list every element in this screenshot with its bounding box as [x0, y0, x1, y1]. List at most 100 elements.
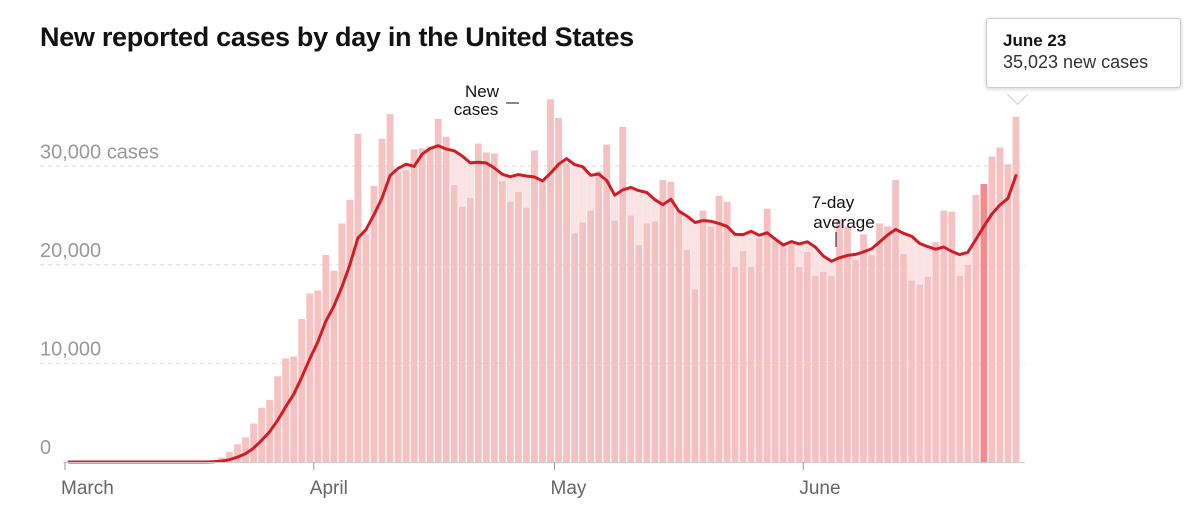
bar: [779, 243, 787, 462]
bar: [242, 437, 249, 462]
bar: [402, 170, 410, 462]
bar: [819, 271, 827, 462]
bar: [707, 226, 715, 462]
bar: [844, 226, 851, 462]
bar: [836, 219, 843, 462]
annotation-average-line1: 7-day: [812, 193, 855, 212]
bar: [908, 280, 916, 462]
annotation-average-line2: average: [813, 213, 874, 232]
bar: [306, 293, 314, 462]
bar: [739, 251, 747, 462]
bar: [755, 238, 763, 462]
bar: [442, 136, 450, 462]
average-band-segment: [642, 192, 651, 224]
bar: [956, 275, 964, 462]
bar: [579, 222, 587, 462]
bar: [747, 266, 755, 462]
bar: [418, 148, 426, 463]
bar: [659, 180, 667, 463]
average-band-segment: [578, 166, 587, 223]
average-band-segment: [747, 231, 756, 267]
annotation-new-cases-line1: New: [465, 82, 500, 101]
bar: [587, 210, 595, 462]
bar: [892, 180, 900, 463]
average-band-segment: [562, 158, 571, 164]
bar: [563, 163, 570, 463]
tooltip-value: 35,023 new cases: [1003, 52, 1149, 72]
average-band-segment: [899, 233, 908, 255]
average-band-segment: [361, 229, 370, 235]
average-band-segment: [634, 190, 643, 246]
bar: [916, 284, 924, 462]
bar: [868, 255, 875, 462]
bar: [571, 233, 579, 462]
bar: [386, 114, 394, 463]
annotation-new-cases-line2: cases: [454, 100, 498, 119]
bar: [876, 223, 883, 462]
bar: [611, 220, 619, 462]
bar: [635, 245, 643, 462]
average-line-series: [67, 144, 1018, 464]
x-axis: [63, 462, 1025, 470]
bar: [506, 201, 514, 462]
average-band-segment: [803, 241, 812, 253]
bar: [803, 252, 811, 462]
bar: [795, 266, 803, 462]
bar: [482, 152, 490, 462]
bar: [523, 207, 530, 462]
average-band-segment: [586, 175, 595, 211]
y-tick-label: 30,000 cases: [40, 141, 159, 163]
average-band-segment: [514, 174, 523, 192]
average-band-segment: [466, 162, 475, 198]
bar: [691, 289, 699, 462]
bar: [643, 223, 651, 462]
x-tick-label: June: [799, 478, 840, 499]
average-band-segment: [682, 216, 691, 251]
bar: [996, 147, 1004, 463]
bar: [258, 407, 266, 462]
bar: [314, 290, 322, 462]
average-band-segment: [851, 254, 860, 260]
x-tick-label: April: [310, 478, 348, 499]
bar: [787, 243, 795, 462]
average-band-segment: [402, 164, 411, 171]
bar: [723, 201, 731, 462]
bar: [458, 206, 466, 462]
average-band-segment: [923, 246, 932, 277]
bar: [450, 185, 458, 462]
bar: [539, 180, 546, 463]
average-band-segment: [795, 243, 804, 267]
bar: [474, 143, 482, 462]
average-band-segment: [707, 221, 716, 227]
bar: [298, 319, 306, 462]
average-band-segment: [955, 254, 964, 276]
bar: [900, 254, 908, 462]
bar: [426, 146, 434, 463]
y-tick-label: 10,000: [40, 338, 101, 360]
average-band-segment: [867, 248, 876, 255]
bar: [346, 199, 354, 463]
average-band-segment: [626, 187, 635, 216]
tooltip: June 23 35,023 new cases: [986, 18, 1181, 88]
bar: [234, 444, 241, 462]
bar: [354, 133, 362, 462]
bar: [731, 266, 739, 462]
tooltip-date: June 23: [1003, 31, 1067, 50]
bar: [531, 150, 538, 462]
bar: [555, 117, 562, 462]
tick-labels: 0 10,000 20,000 30,000 cases March April May Ju…: [40, 141, 841, 499]
average-band-segment: [570, 164, 579, 234]
bar: [466, 197, 474, 463]
average-band-segment: [907, 236, 916, 281]
bar: [715, 195, 723, 462]
bar-series: [210, 99, 1020, 463]
x-tick-label: May: [551, 478, 587, 499]
bar: [763, 208, 771, 462]
bar: [250, 423, 258, 462]
bar: [627, 215, 635, 462]
chart-title: New reported cases by day in the United …: [40, 22, 634, 52]
average-band-segment: [610, 195, 619, 221]
average-band-segment: [963, 252, 972, 265]
bar: [619, 126, 627, 462]
bar: [948, 211, 956, 462]
